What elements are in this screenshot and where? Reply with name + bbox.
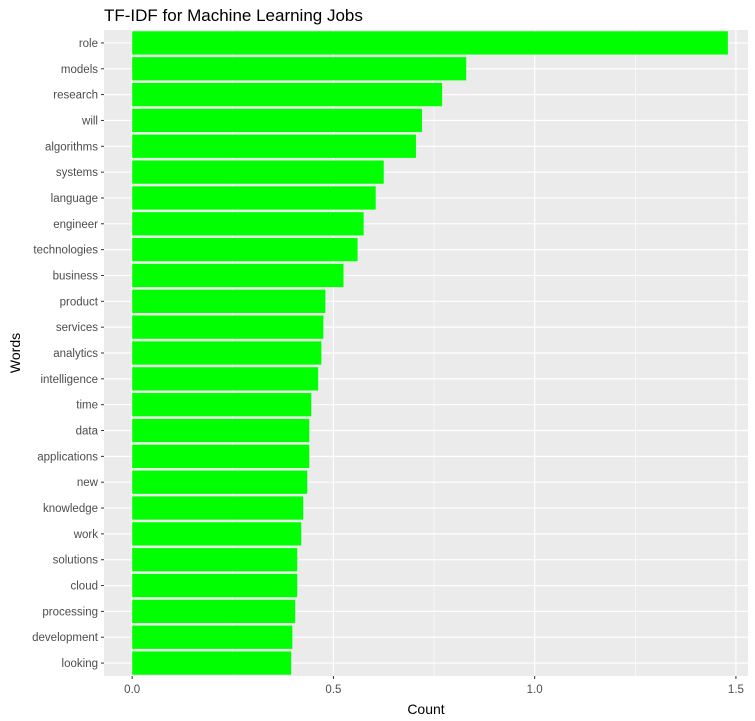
y-tick-label: business [53,270,99,282]
bar-looking [132,651,292,675]
bar-work [132,522,302,546]
bar-knowledge [132,496,304,520]
y-tick-label: development [32,632,99,644]
bar-solutions [132,548,298,572]
y-tick-label: research [53,90,98,102]
bar-cloud [132,573,298,598]
y-tick-label: cloud [71,581,99,593]
y-axis-title: Words [7,333,23,373]
bar-business [132,263,344,288]
bar-data [132,418,310,443]
y-tick-label: looking [62,658,98,670]
y-tick-label: intelligence [40,374,98,386]
y-tick-label: models [61,64,98,76]
y-tick-label: data [76,426,99,438]
x-tick-label: 0.0 [124,684,140,696]
bar-development [132,625,293,649]
y-tick-label: knowledge [43,503,98,515]
y-tick-label: time [76,400,98,412]
bar-will [132,108,422,133]
x-axis-ticks: 0.0 0.5 1.0 1.5 [124,676,744,696]
x-tick-label: 1.5 [728,684,744,696]
bar-processing [132,599,296,624]
y-tick-label: will [81,115,98,127]
y-tick-label: applications [37,451,98,463]
y-tick-label: analytics [53,348,98,360]
bars [132,31,728,675]
bar-algorithms [132,134,416,158]
y-tick-label: systems [56,167,98,179]
bar-analytics [132,341,322,365]
bar-systems [132,160,384,184]
bar-product [132,289,326,313]
y-tick-label: language [51,193,98,205]
bar-models [132,57,467,81]
x-tick-label: 0.5 [325,684,341,696]
y-tick-label: product [60,296,99,308]
x-tick-label: 1.0 [527,684,543,696]
y-tick-label: new [77,477,99,489]
x-axis-title: Count [407,701,444,717]
bar-research [132,82,443,107]
y-tick-label: technologies [33,245,98,257]
bar-technologies [132,238,358,262]
bar-language [132,186,376,210]
bar-applications [132,444,310,468]
bar-intelligence [132,367,319,391]
y-tick-label: solutions [53,555,99,567]
bar-engineer [132,212,364,236]
y-tick-label: processing [42,606,98,618]
y-tick-label: work [73,529,99,541]
y-tick-label: algorithms [45,141,98,153]
bar-new [132,470,308,494]
bar-role [132,31,728,55]
y-tick-label: role [79,38,98,50]
y-tick-label: services [56,322,98,334]
y-tick-label: engineer [53,219,98,231]
bar-services [132,315,324,339]
chart-title: TF-IDF for Machine Learning Jobs [104,6,363,25]
bar-time [132,393,312,417]
y-axis-ticks: role models research will algorithms systems l… [32,38,104,670]
